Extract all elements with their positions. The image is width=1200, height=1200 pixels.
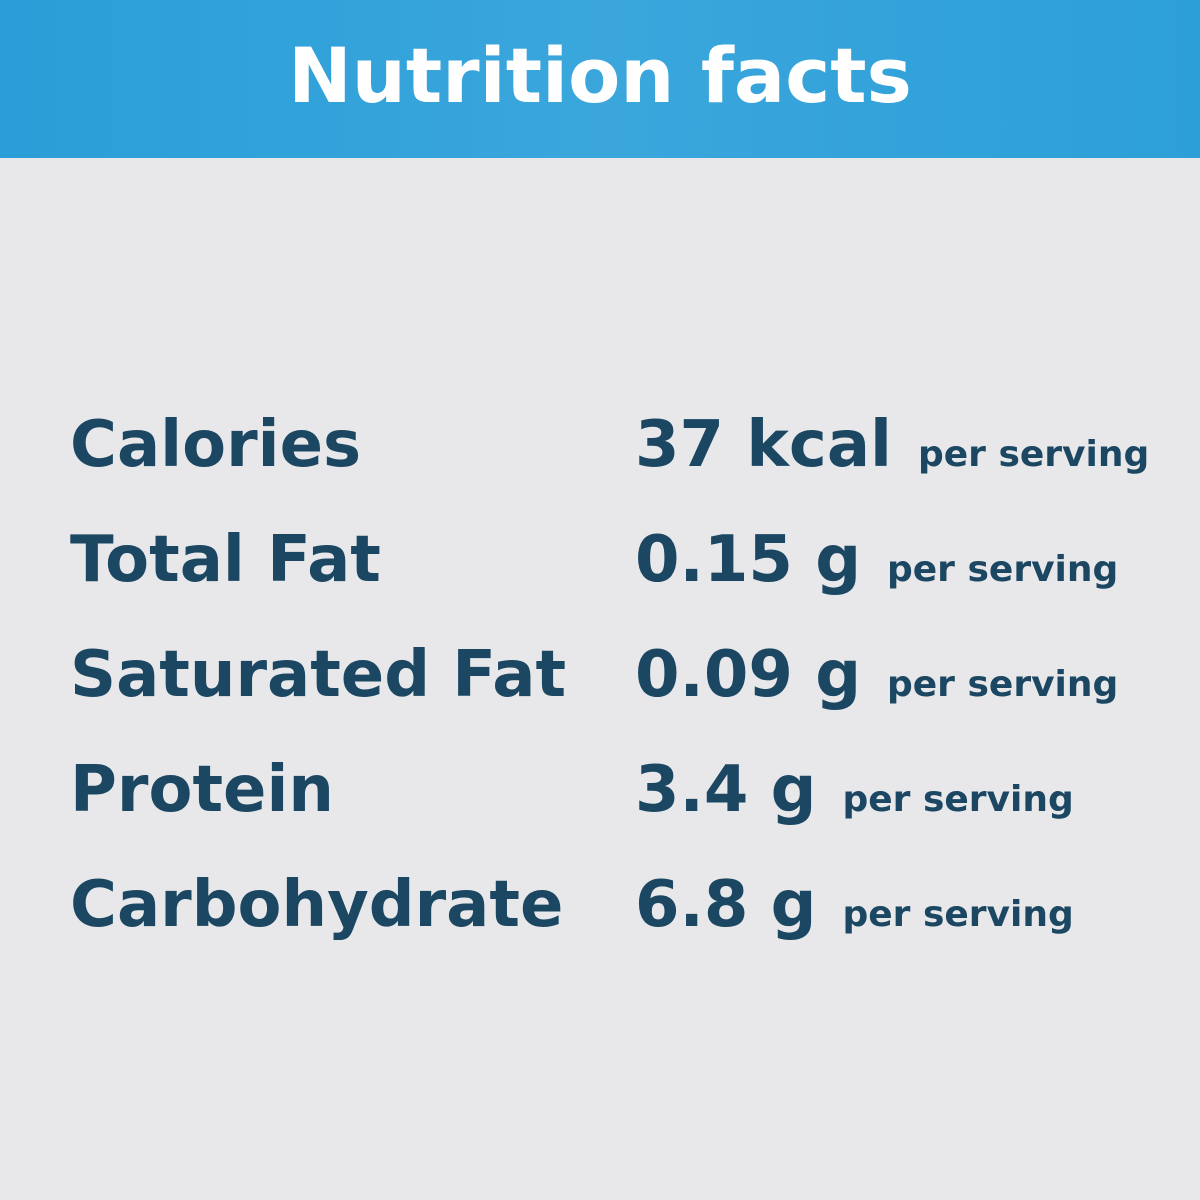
- serving-note: per serving: [842, 894, 1074, 935]
- serving-note: per serving: [887, 549, 1119, 590]
- nutrient-row: Protein 3.4 g per serving: [70, 753, 1190, 868]
- nutrient-amount: 0.15 g: [635, 523, 861, 597]
- nutrient-label: Carbohydrate: [70, 868, 564, 942]
- nutrient-label: Saturated Fat: [70, 638, 567, 712]
- nutrient-label: Protein: [70, 753, 334, 827]
- nutrient-amount: 0.09 g: [635, 638, 861, 712]
- serving-note: per serving: [887, 664, 1119, 705]
- nutrient-row: Saturated Fat 0.09 g per serving: [70, 638, 1190, 753]
- nutrient-amount: 6.8 g: [635, 868, 817, 942]
- nutrient-row: Carbohydrate 6.8 g per serving: [70, 868, 1190, 983]
- nutrient-label: Calories: [70, 408, 362, 482]
- nutrient-amount: 3.4 g: [635, 753, 817, 827]
- serving-note: per serving: [842, 779, 1074, 820]
- serving-note: per serving: [917, 434, 1150, 475]
- nutrient-row: Calories 37 kcal per serving: [70, 408, 1190, 523]
- nutrient-label: Total Fat: [70, 523, 381, 597]
- nutrient-amount: 37 kcal: [635, 408, 892, 482]
- header-band: Nutrition facts: [0, 0, 1200, 158]
- title: Nutrition facts: [288, 30, 912, 120]
- nutrition-rows: Calories 37 kcal per serving Total Fat 0.15 …: [70, 408, 1190, 983]
- nutrient-row: Total Fat 0.15 g per serving: [70, 523, 1190, 638]
